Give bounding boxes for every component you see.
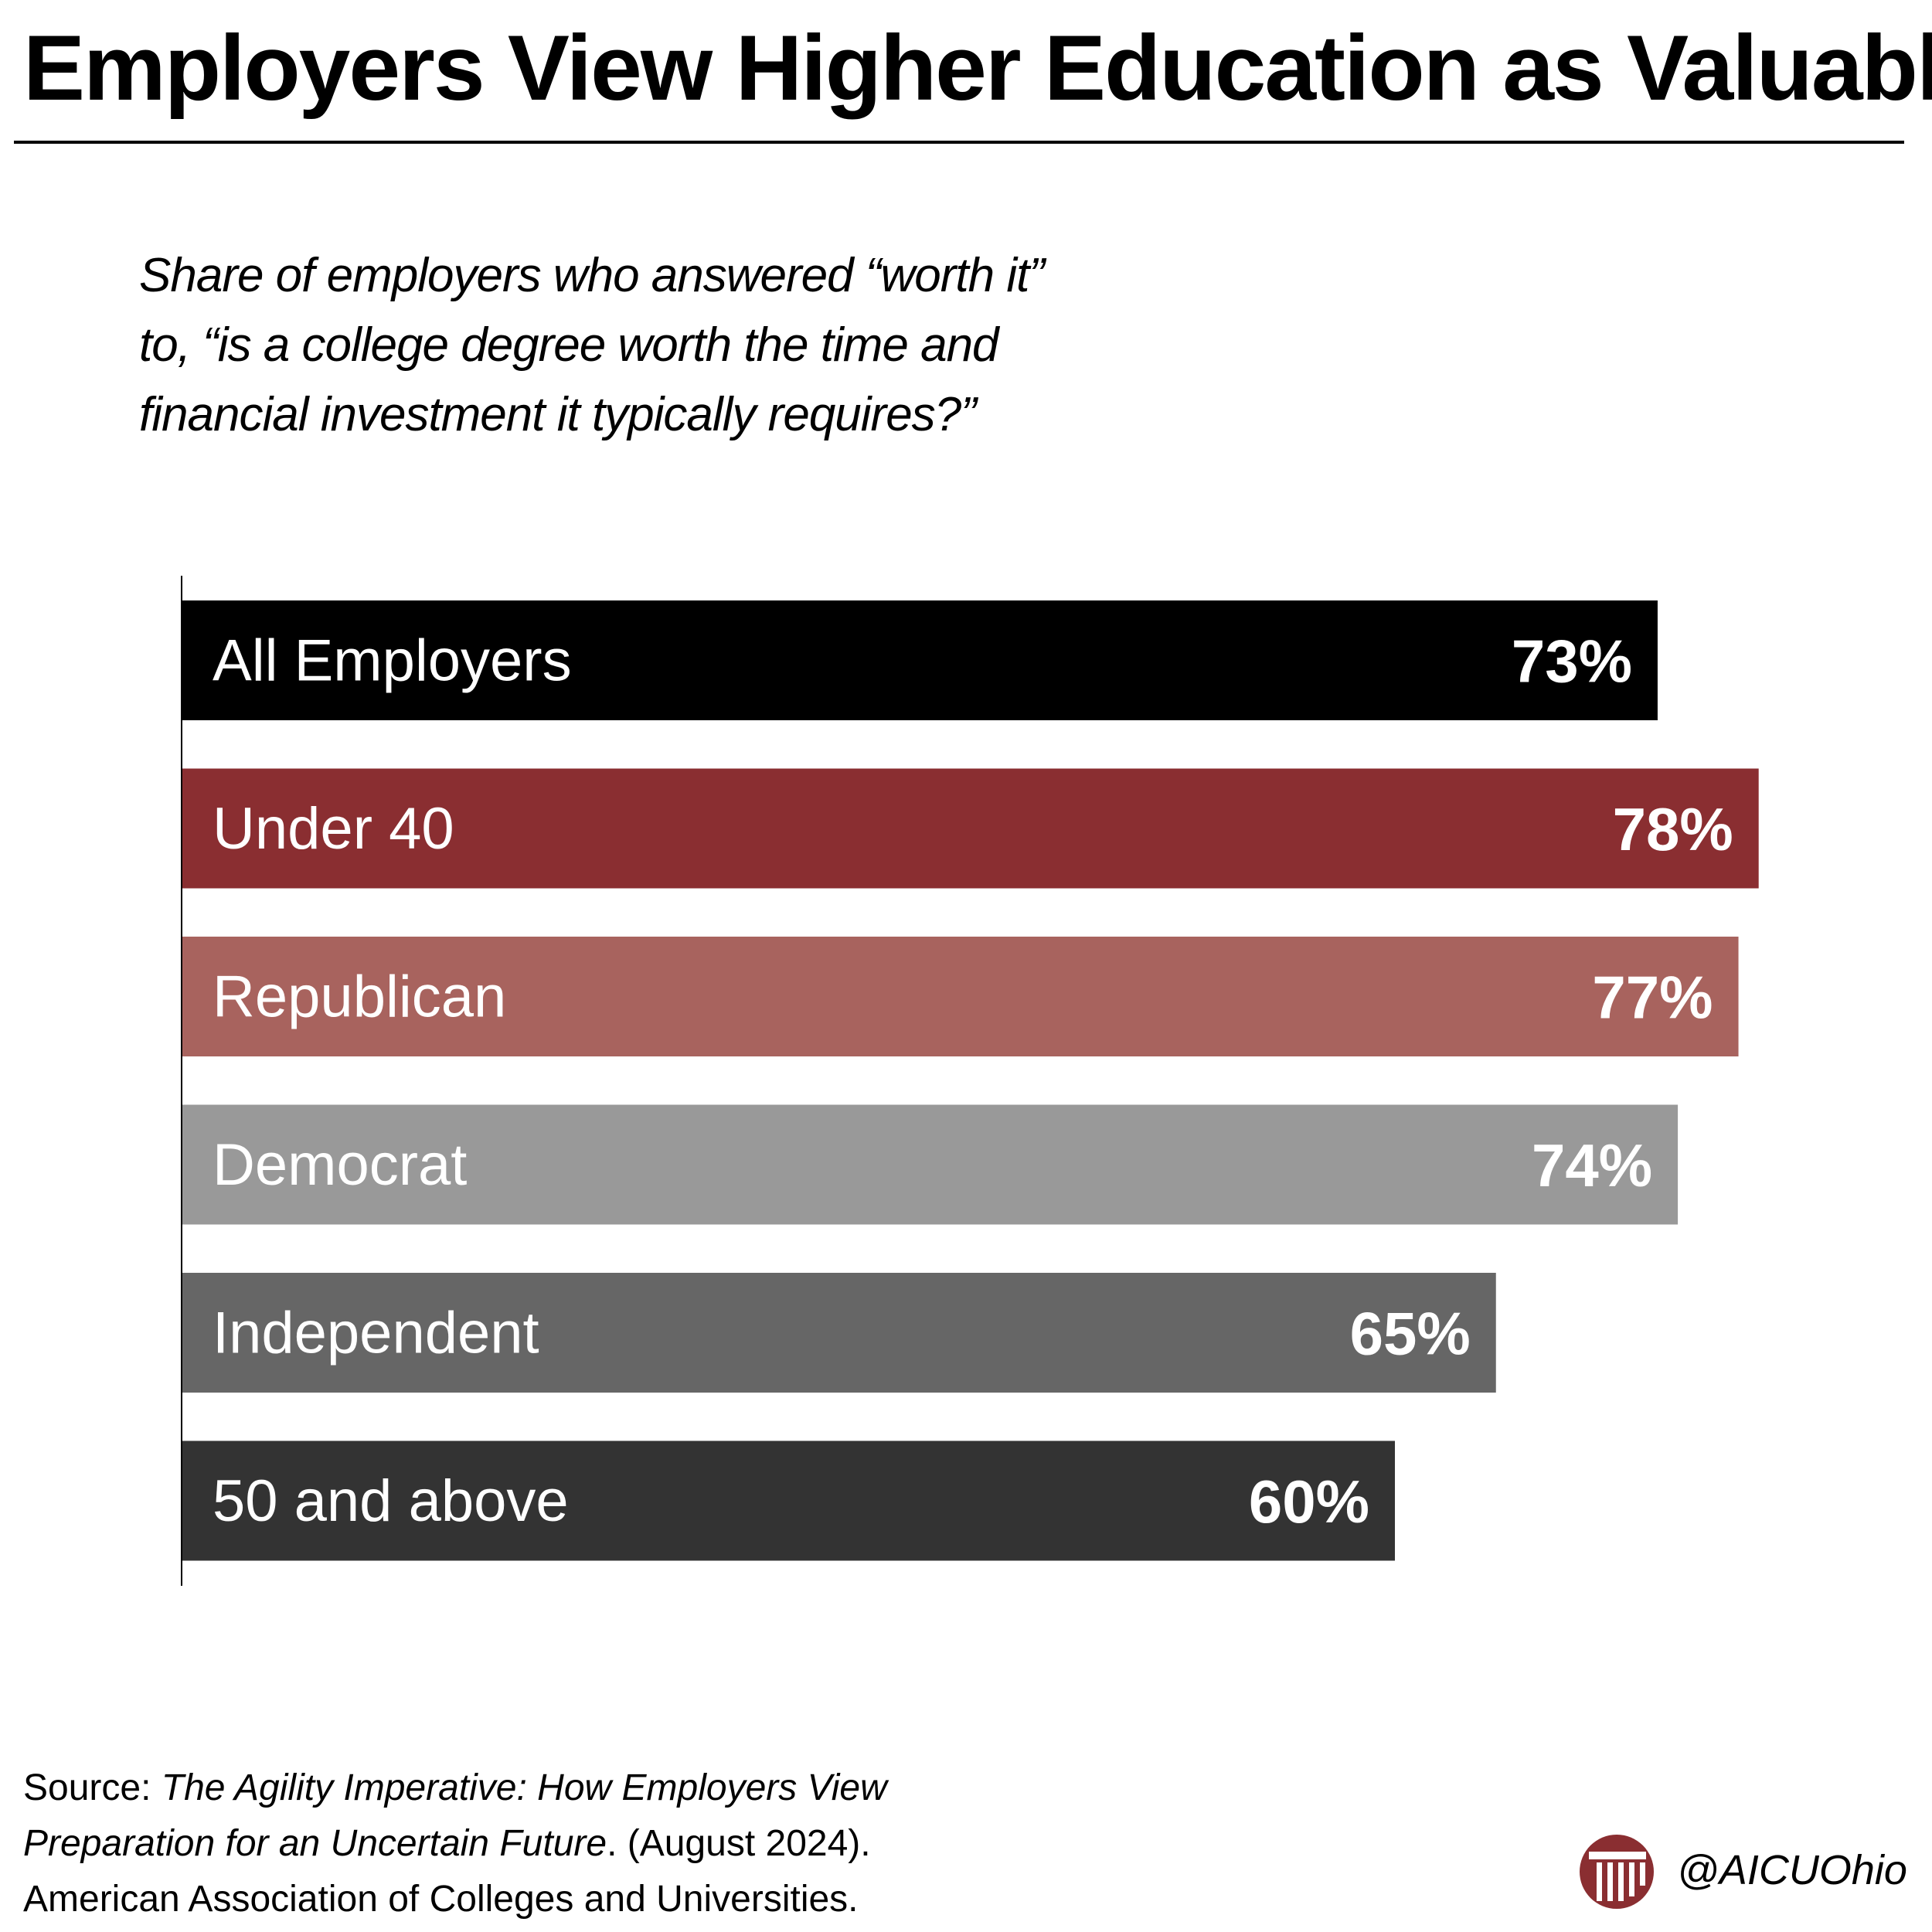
source-prefix: Source: [23,1767,162,1808]
bar-group: Independent 65% [182,1273,1496,1393]
subtitle-line-3: financial investment it typically requir… [139,388,977,441]
bar-group: Democrat 74% [182,1104,1679,1225]
source-title-part-1: The Agility Imperative: How Employers Vi… [161,1767,887,1808]
brand-footer: @AICUOhio [1577,1832,1917,1909]
chart-title: Employers View Higher Education as Valua… [23,16,1932,120]
category-label: Democrat [213,1132,467,1198]
data-label: 60% [1249,1468,1369,1536]
category-label: 50 and above [213,1468,569,1534]
source-note: Source: The Agility Imperative: How Empl… [23,1760,1105,1927]
bar [182,937,1739,1056]
source-line-1: Source: The Agility Imperative: How Empl… [23,1760,1105,1816]
bar [182,768,1759,889]
category-label: Independent [213,1301,539,1366]
chart-subtitle: Share of employers who answered “worth i… [139,241,1298,450]
data-label: 77% [1592,964,1713,1032]
category-label: All Employers [213,628,572,694]
bar [182,1273,1496,1393]
bar-group: All Employers 73% [182,600,1658,720]
source-date: . (August 2024). [607,1823,871,1864]
data-label: 65% [1350,1300,1471,1368]
bar [182,1440,1395,1561]
bar-group: Republican 77% [182,937,1739,1056]
bar-group: 50 and above 60% [182,1440,1395,1561]
source-title-part-2: Preparation for an Uncertain Future [23,1823,607,1864]
category-label: Under 40 [213,796,454,862]
bar [182,600,1658,720]
data-label: 73% [1512,628,1632,696]
source-line-2: Preparation for an Uncertain Future. (Au… [23,1816,1105,1872]
data-label: 78% [1613,795,1733,863]
subtitle-line-1: Share of employers who answered “worth i… [139,249,1045,302]
title-divider [14,141,1904,144]
source-line-3: American Association of Colleges and Uni… [23,1879,859,1920]
social-handle: @AICUOhio [1677,1847,1907,1893]
subtitle-line-2: to, “is a college degree worth the time … [139,318,999,372]
category-label: Republican [213,964,506,1030]
bar-group: Under 40 78% [182,768,1759,889]
data-label: 74% [1532,1131,1652,1199]
column-pillar-logo-icon [1580,1835,1654,1909]
bar [182,1104,1679,1225]
